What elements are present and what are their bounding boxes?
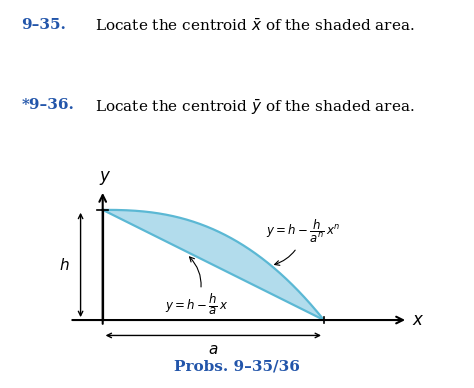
Text: $h$: $h$ <box>59 257 70 273</box>
Text: *9–36.: *9–36. <box>21 98 74 112</box>
Text: $y$: $y$ <box>99 169 111 187</box>
Text: $y = h - \dfrac{h}{a^n}\,x^n$: $y = h - \dfrac{h}{a^n}\,x^n$ <box>266 218 341 265</box>
Text: Probs. 9–35/36: Probs. 9–35/36 <box>174 360 300 374</box>
Text: $a$: $a$ <box>208 343 219 357</box>
Text: Locate the centroid $\bar{y}$ of the shaded area.: Locate the centroid $\bar{y}$ of the sha… <box>95 98 414 117</box>
Text: $y = h - \dfrac{h}{a}\,x$: $y = h - \dfrac{h}{a}\,x$ <box>164 257 228 317</box>
Text: 9–35.: 9–35. <box>21 17 66 31</box>
Text: Locate the centroid $\bar{x}$ of the shaded area.: Locate the centroid $\bar{x}$ of the sha… <box>95 17 414 34</box>
Text: $x$: $x$ <box>412 312 425 329</box>
